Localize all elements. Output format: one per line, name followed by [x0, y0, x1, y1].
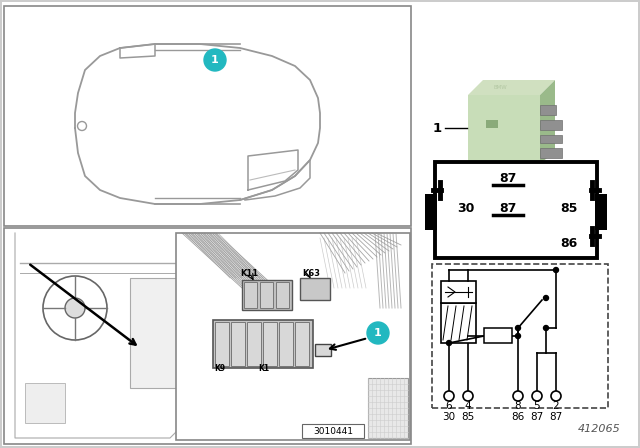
Text: 85: 85: [461, 412, 475, 422]
Bar: [468, 95, 540, 163]
Text: 2: 2: [553, 401, 559, 411]
Bar: [242, 280, 292, 310]
Bar: [486, 120, 498, 128]
Text: 87: 87: [499, 202, 516, 215]
Text: 1: 1: [211, 55, 219, 65]
Text: 4: 4: [465, 401, 471, 411]
Bar: [244, 282, 257, 308]
Bar: [215, 322, 229, 366]
Bar: [540, 105, 556, 115]
Text: 1: 1: [433, 121, 442, 134]
Bar: [263, 322, 277, 366]
Bar: [441, 281, 476, 303]
Bar: [540, 135, 562, 143]
Circle shape: [463, 391, 473, 401]
Text: K63: K63: [302, 269, 320, 278]
Bar: [540, 120, 562, 130]
Bar: [176, 233, 410, 440]
Bar: [295, 322, 309, 366]
Bar: [25, 383, 65, 423]
Circle shape: [551, 391, 561, 401]
Bar: [368, 378, 408, 438]
Bar: [279, 322, 293, 366]
Bar: [302, 424, 364, 438]
Circle shape: [447, 340, 451, 345]
Bar: [315, 344, 331, 356]
Bar: [435, 162, 597, 258]
Circle shape: [543, 296, 548, 301]
Circle shape: [532, 391, 542, 401]
Circle shape: [444, 391, 454, 401]
Text: K11: K11: [240, 269, 258, 278]
Bar: [432, 264, 608, 408]
Circle shape: [367, 322, 389, 344]
Text: 85: 85: [560, 202, 577, 215]
Text: 86: 86: [511, 412, 525, 422]
Polygon shape: [540, 80, 555, 163]
Bar: [484, 328, 512, 343]
Text: K1: K1: [258, 364, 269, 373]
Text: 87: 87: [549, 412, 563, 422]
Bar: [276, 282, 289, 308]
Bar: [130, 278, 180, 388]
Text: 30: 30: [457, 202, 474, 215]
Text: 6: 6: [445, 401, 452, 411]
Circle shape: [515, 326, 520, 331]
Bar: [247, 322, 261, 366]
Circle shape: [515, 333, 520, 339]
Bar: [595, 194, 607, 230]
Text: 87: 87: [531, 412, 543, 422]
Text: 3010441: 3010441: [313, 426, 353, 435]
Circle shape: [513, 391, 523, 401]
Bar: [4, 6, 411, 226]
Circle shape: [554, 267, 559, 272]
Text: K9: K9: [214, 364, 225, 373]
Text: 8: 8: [515, 401, 522, 411]
Text: 1: 1: [374, 328, 382, 338]
Bar: [300, 278, 330, 300]
Bar: [260, 282, 273, 308]
Text: 86: 86: [560, 237, 577, 250]
Text: 87: 87: [499, 172, 516, 185]
Bar: [540, 148, 562, 158]
Bar: [4, 228, 411, 444]
Bar: [441, 303, 476, 343]
Bar: [213, 320, 313, 368]
Text: 5: 5: [534, 401, 540, 411]
Text: 412065: 412065: [579, 424, 621, 434]
Text: 30: 30: [442, 412, 456, 422]
Polygon shape: [468, 80, 555, 95]
Circle shape: [543, 326, 548, 331]
Circle shape: [65, 298, 85, 318]
Bar: [425, 194, 437, 230]
Circle shape: [204, 49, 226, 71]
Bar: [231, 322, 245, 366]
Text: BMW: BMW: [493, 85, 507, 90]
